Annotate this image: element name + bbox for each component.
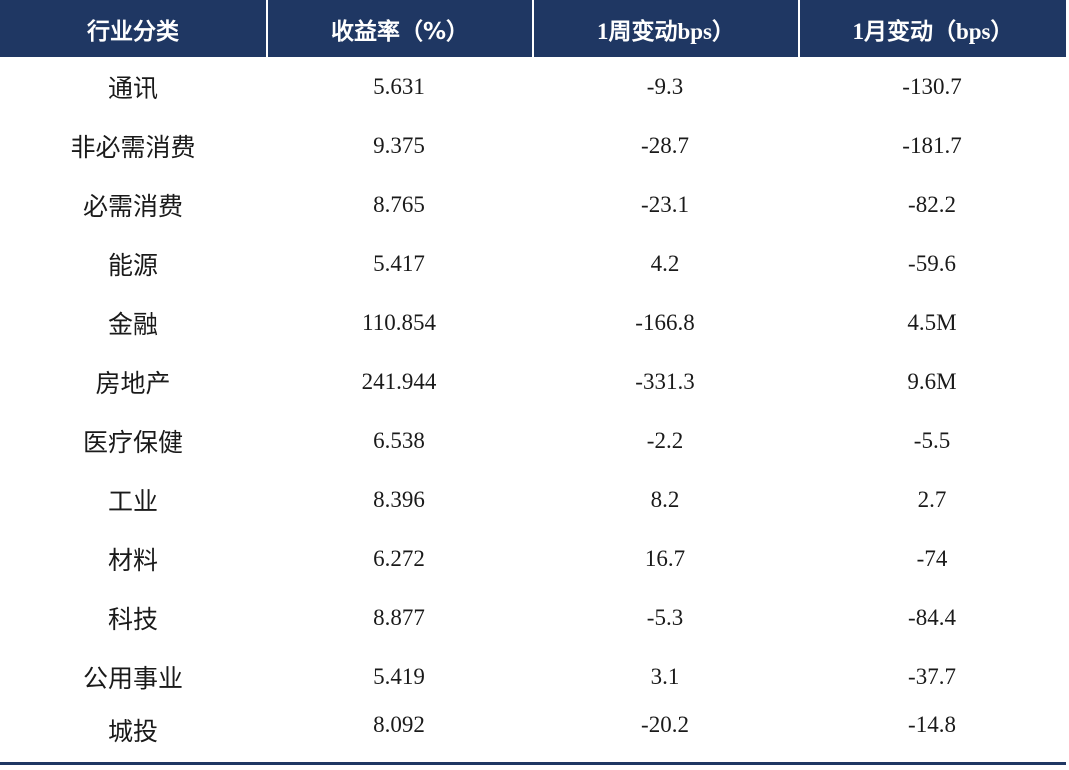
cell-1w-change: -2.2 [646,427,684,453]
cell-yield: 8.092 [373,712,425,737]
cell-1m-change: -14.8 [908,712,956,737]
cell-1w-change: -20.2 [641,712,689,737]
cell-1w-change: 16.7 [644,545,686,571]
cell-1m-change: -82.2 [908,191,956,217]
header-1m-change: 1月变动（bps） [798,0,1066,57]
cell-sector: 公用事业 [82,663,183,693]
cell-1m-change: -5.5 [913,427,951,453]
table-row: 必需消费 8.765 -23.1 -82.2 [0,175,1066,234]
cell-yield: 5.419 [373,663,425,689]
table-row: 科技 8.877 -5.3 -84.4 [0,588,1066,647]
cell-1m-change: -37.7 [908,663,956,689]
cell-sector: 必需消费 [82,191,183,221]
header-1w-change: 1周变动bps） [532,0,798,57]
table-row: 通讯 5.631 -9.3 -130.7 [0,57,1066,116]
cell-yield: 6.538 [373,427,425,453]
table-row: 公用事业 5.419 3.1 -37.7 [0,647,1066,706]
cell-sector: 通讯 [107,73,158,103]
cell-sector: 医疗保健 [82,427,183,457]
cell-sector: 城投 [107,717,158,746]
cell-yield: 5.631 [373,73,425,99]
cell-sector: 房地产 [95,368,171,398]
table-bottom-rule [0,762,1066,765]
table-header: 行业分类 收益率（%） 1周变动bps） 1月变动（bps） [0,0,1066,57]
header-sector: 行业分类 [0,0,266,57]
cell-yield: 8.765 [373,191,425,217]
cell-1w-change: -28.7 [641,132,689,158]
cell-1m-change: -74 [916,545,948,571]
cell-yield: 8.396 [373,486,425,512]
table-row: 工业 8.396 8.2 2.7 [0,470,1066,529]
cell-sector: 非必需消费 [70,132,196,162]
cell-yield: 8.877 [373,604,425,630]
cell-yield: 9.375 [373,132,425,158]
cell-yield: 5.417 [373,250,425,276]
cell-sector: 能源 [107,250,158,280]
cell-yield: 110.854 [362,309,436,335]
table-row: 房地产 241.944 -331.3 9.6M [0,352,1066,411]
cell-1m-change: 2.7 [917,486,947,512]
table-row: 医疗保健 6.538 -2.2 -5.5 [0,411,1066,470]
cell-sector: 材料 [107,545,158,575]
cell-1m-change: 4.5M [907,309,957,335]
cell-1w-change: -23.1 [641,191,689,217]
table-row: 非必需消费 9.375 -28.7 -181.7 [0,116,1066,175]
header-row: 行业分类 收益率（%） 1周变动bps） 1月变动（bps） [0,0,1066,57]
cell-1w-change: -166.8 [635,309,695,335]
table-row: 材料 6.272 16.7 -74 [0,529,1066,588]
cell-yield: 6.272 [373,545,425,571]
cell-1w-change: -9.3 [646,73,684,99]
cell-1w-change: -5.3 [646,604,684,630]
table-body: 通讯 5.631 -9.3 -130.7 非必需消费 9.375 -28.7 -… [0,57,1066,766]
cell-1m-change: 9.6M [907,368,957,394]
table-row: 城投 8.092 -20.2 -14.8 [0,706,1066,766]
cell-sector: 金融 [107,309,158,339]
cell-1m-change: -59.6 [908,250,956,276]
table-row: 能源 5.417 4.2 -59.6 [0,234,1066,293]
cell-1w-change: -331.3 [635,368,695,394]
cell-1w-change: 4.2 [650,250,680,276]
cell-1m-change: -130.7 [902,73,962,99]
cell-sector: 科技 [107,604,158,634]
cell-yield: 241.944 [361,368,437,394]
cell-1w-change: 8.2 [650,486,680,512]
cell-sector: 工业 [107,486,158,516]
cell-1m-change: -84.4 [908,604,956,630]
cell-1m-change: -181.7 [902,132,962,158]
table-row: 金融 110.854 -166.8 4.5M [0,293,1066,352]
cell-1w-change: 3.1 [650,663,680,689]
header-yield: 收益率（%） [266,0,532,57]
